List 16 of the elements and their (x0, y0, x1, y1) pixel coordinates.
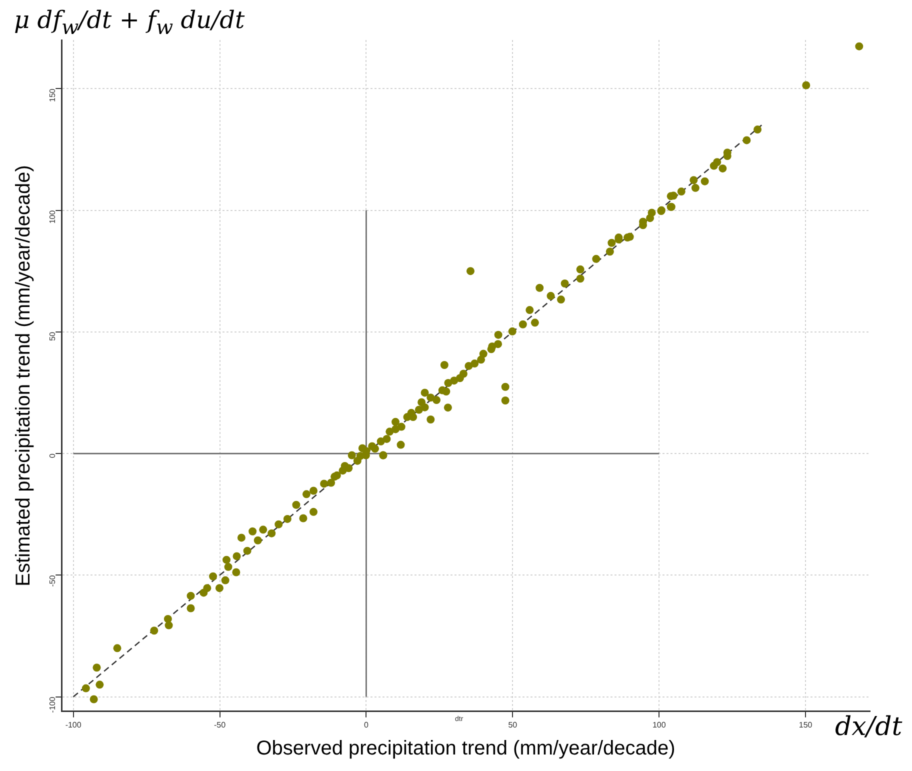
y-tick-label: 100 (48, 210, 57, 224)
text: μ df$_{w}$/dt + f$_{w}$ du/dt (14, 6, 245, 39)
y-tick-label: -50 (48, 574, 57, 587)
y-axis-title: Estimated precipitation trend (mm/year/decade) (12, 165, 35, 586)
x-tick-label: 100 (652, 720, 666, 730)
text: dx/dt (835, 712, 902, 742)
y-tick-label: 50 (48, 331, 57, 341)
y-tick-label: 0 (48, 452, 57, 458)
x-tick-label: 150 (798, 720, 813, 730)
x-tick-label: -50 (214, 720, 226, 730)
x-axis-title: Observed precipitation trend (mm/year/decade) (256, 738, 676, 760)
x-tick-label: 50 (508, 720, 518, 730)
y-tick-label: -100 (48, 696, 57, 713)
y-tick-label: 150 (48, 88, 57, 102)
x-tick-label: 0 (364, 720, 369, 730)
x-tick-label: -100 (65, 720, 82, 730)
